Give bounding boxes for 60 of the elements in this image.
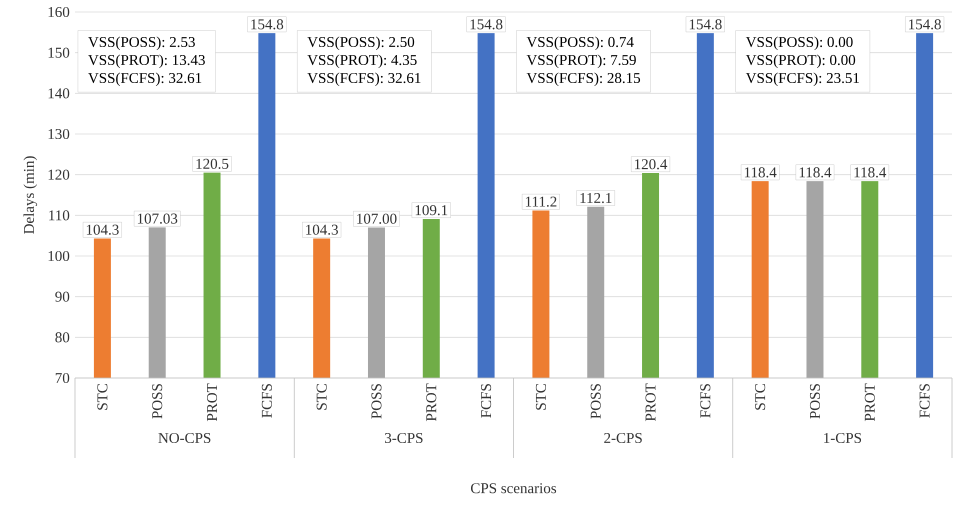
data-label: 154.8 bbox=[909, 19, 941, 30]
annotation: VSS(POSS): 2.53 bbox=[88, 36, 195, 50]
text: 2-CPS bbox=[604, 432, 642, 444]
data-label: 111.2 bbox=[526, 196, 556, 207]
x-tick-label: STC bbox=[97, 384, 108, 410]
y-tick-label: 70 bbox=[56, 372, 70, 384]
y-tick-label: 160 bbox=[48, 6, 70, 18]
x-tick-label: POSS bbox=[371, 384, 382, 419]
data-label: 154.8 bbox=[251, 19, 284, 30]
x-axis-title: CPS scenarios bbox=[470, 483, 556, 494]
data-label: 118.4 bbox=[854, 167, 886, 178]
y-tick-label: 120 bbox=[48, 170, 70, 180]
annotation: VSS(POSS): 2.50 bbox=[307, 36, 414, 50]
x-tick-label: POSS bbox=[152, 384, 162, 419]
annotation: VSS(PROT): 13.43 bbox=[88, 54, 205, 68]
y-tick-label: 130 bbox=[48, 128, 70, 140]
data-label: 154.8 bbox=[470, 19, 502, 30]
x-tick-label: PROT bbox=[645, 383, 656, 422]
data-label: 112.1 bbox=[580, 192, 612, 204]
x-tick-label: STC bbox=[536, 384, 546, 410]
text: 3-CPS bbox=[385, 432, 423, 444]
data-label: 120.5 bbox=[196, 158, 228, 169]
x-tick-label: FCFS bbox=[700, 384, 710, 418]
y-axis-title: Delays (min) bbox=[23, 156, 38, 234]
y-tick-label: 80 bbox=[55, 332, 70, 342]
x-tick-label: POSS bbox=[810, 384, 820, 419]
annotation: VSS(FCFS): 23.51 bbox=[746, 72, 859, 86]
x-tick-label: FCFS bbox=[262, 384, 272, 418]
data-label: 104.3 bbox=[86, 224, 119, 235]
data-label: 154.8 bbox=[690, 19, 722, 30]
data-label: 107.03 bbox=[138, 214, 178, 224]
x-tick-label: PROT bbox=[426, 383, 436, 422]
annotation: VSS(FCFS): 32.61 bbox=[88, 72, 202, 86]
y-tick-label: 90 bbox=[55, 292, 70, 302]
data-label: 107.00 bbox=[357, 214, 397, 224]
annotation: VSS(PROT): 7.59 bbox=[526, 54, 636, 68]
data-label: 104.3 bbox=[306, 224, 338, 235]
x-tick-label: STC bbox=[316, 384, 327, 410]
x-tick-label: FCFS bbox=[481, 384, 492, 418]
data-label: 118.4 bbox=[744, 167, 777, 178]
text: 1-CPS bbox=[824, 432, 862, 444]
annotation: VSS(POSS): 0.00 bbox=[746, 36, 853, 50]
annotation: VSS(POSS): 0.74 bbox=[526, 36, 634, 50]
annotation: VSS(PROT): 4.35 bbox=[307, 54, 417, 68]
y-tick-label: 140 bbox=[48, 88, 70, 98]
y-tick-label: 100 bbox=[48, 250, 70, 262]
data-label: 118.4 bbox=[800, 167, 832, 178]
x-tick-label: POSS bbox=[590, 384, 601, 419]
y-tick-label: 110 bbox=[49, 210, 70, 220]
y-tick-label: 150 bbox=[48, 48, 70, 58]
x-tick-label: STC bbox=[755, 384, 766, 410]
x-tick-label: FCFS bbox=[920, 384, 930, 418]
x-tick-label: PROT bbox=[864, 383, 875, 422]
annotation: VSS(FCFS): 32.61 bbox=[307, 72, 420, 86]
x-tick-label: PROT bbox=[206, 383, 218, 422]
data-label: 109.1 bbox=[416, 205, 448, 216]
data-label: 120.4 bbox=[634, 159, 668, 170]
annotation: VSS(PROT): 0.00 bbox=[746, 54, 856, 68]
text: NO-CPS bbox=[158, 432, 210, 444]
annotation: VSS(FCFS): 28.15 bbox=[526, 72, 640, 86]
